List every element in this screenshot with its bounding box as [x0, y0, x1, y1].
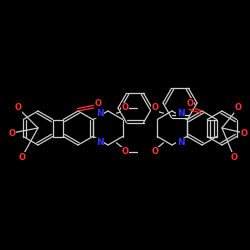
Text: O: O — [122, 104, 128, 112]
Text: O: O — [186, 98, 194, 108]
Text: O: O — [18, 152, 26, 162]
Text: O: O — [152, 104, 158, 112]
Text: O: O — [122, 148, 128, 156]
Text: O: O — [230, 152, 237, 162]
Text: N: N — [177, 109, 184, 118]
Text: N: N — [96, 109, 103, 118]
Text: O: O — [234, 104, 242, 112]
Text: N: N — [96, 138, 103, 147]
Text: O: O — [152, 148, 158, 156]
Text: N: N — [177, 138, 184, 147]
Text: O: O — [8, 128, 16, 138]
Text: O: O — [14, 104, 21, 112]
Text: O: O — [94, 98, 102, 108]
Text: O: O — [240, 128, 248, 138]
